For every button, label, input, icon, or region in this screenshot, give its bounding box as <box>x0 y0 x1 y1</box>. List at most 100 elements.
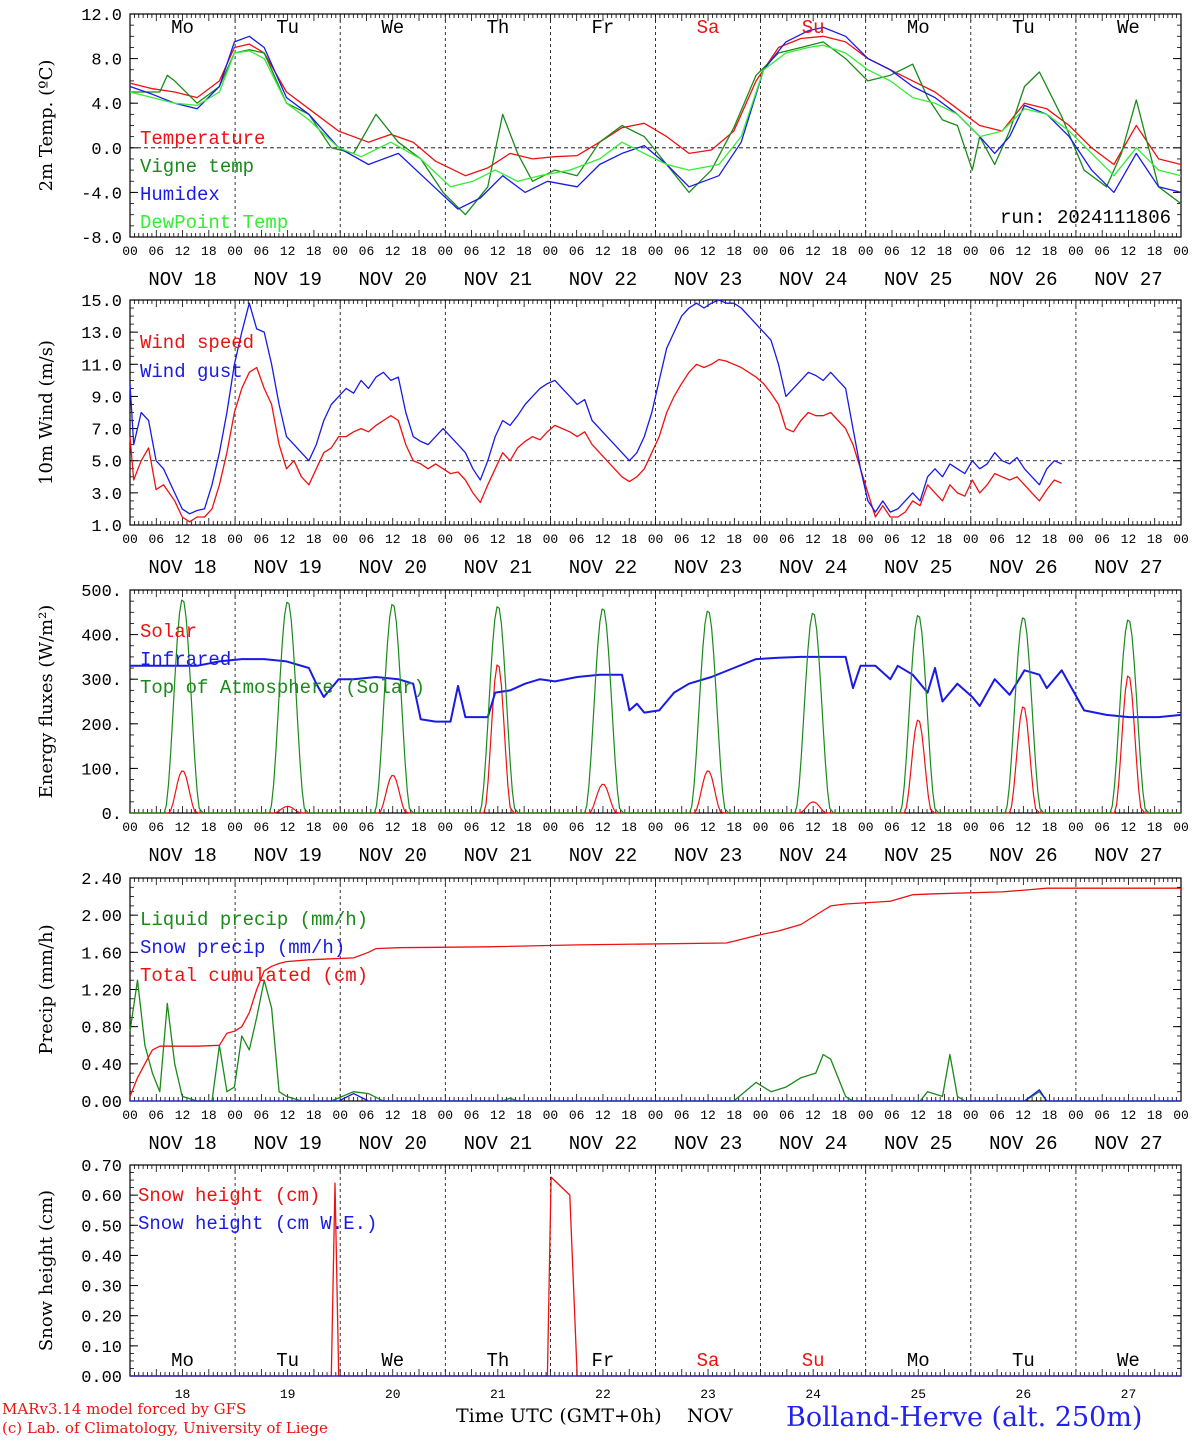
date-label: NOV 20 <box>359 557 427 579</box>
hour-tick-label: 00 <box>332 1108 348 1123</box>
legend-entry: Temperature <box>140 128 265 150</box>
hour-tick-label: 18 <box>1147 532 1163 547</box>
hour-tick-label: 18 <box>621 1108 637 1123</box>
date-label: NOV 23 <box>674 557 742 579</box>
day-name: Mo <box>171 1350 194 1372</box>
day-number: 22 <box>595 1387 611 1402</box>
hour-tick-label: 06 <box>359 244 375 259</box>
hour-tick-label: 00 <box>227 1108 243 1123</box>
hour-tick-label: 18 <box>1042 820 1058 835</box>
legend-entry: Liquid precip (mm/h) <box>140 909 368 931</box>
hour-tick-label: 06 <box>148 1108 164 1123</box>
date-label: NOV 18 <box>148 557 216 579</box>
date-label: NOV 24 <box>779 845 847 867</box>
footer-credit-line: (c) Lab. of Climatology, University of L… <box>2 1419 328 1437</box>
legend-entry: Snow height (cm W.E.) <box>138 1213 377 1235</box>
footer-model-line: MARv3.14 model forced by GFS <box>2 1400 247 1418</box>
hour-tick-label: 12 <box>385 820 401 835</box>
plot-frame <box>129 589 1182 814</box>
hour-tick-label: 00 <box>543 532 559 547</box>
y-tick-label: 4.0 <box>91 96 122 115</box>
hour-tick-label: 12 <box>175 532 191 547</box>
hour-tick-label: 12 <box>1121 244 1137 259</box>
hour-tick-label: 00 <box>963 532 979 547</box>
hour-tick-label: 00 <box>1068 244 1084 259</box>
hour-tick-label: 18 <box>937 820 953 835</box>
hour-tick-label: 06 <box>254 820 270 835</box>
hour-tick-label: 00 <box>437 532 453 547</box>
date-label: NOV 25 <box>884 557 952 579</box>
hour-tick-label: 06 <box>569 820 585 835</box>
hour-tick-label: 00 <box>1068 1108 1084 1123</box>
hour-tick-label: 12 <box>1121 820 1137 835</box>
date-label: NOV 21 <box>464 557 532 579</box>
hour-tick-label: 12 <box>175 244 191 259</box>
hour-tick-label: 18 <box>306 244 322 259</box>
hour-tick-label: 18 <box>1147 244 1163 259</box>
hour-tick-label: 18 <box>411 244 427 259</box>
run-annotation: run: 2024111806 <box>1000 207 1171 229</box>
y-axis-label: 10m Wind (m/s) <box>36 340 57 485</box>
hour-tick-label: 12 <box>490 532 506 547</box>
date-label: NOV 22 <box>569 845 637 867</box>
hour-tick-label: 06 <box>884 532 900 547</box>
hour-tick-label: 18 <box>306 532 322 547</box>
day-number: 25 <box>910 1387 926 1402</box>
y-tick-label: -8.0 <box>81 230 122 249</box>
date-label: NOV 19 <box>253 557 321 579</box>
series-line <box>129 35 1182 177</box>
series-line <box>129 299 1062 515</box>
hour-tick-label: 00 <box>332 532 348 547</box>
hour-tick-label: 18 <box>1042 244 1058 259</box>
day-name: Fr <box>592 17 615 39</box>
day-name: We <box>1117 1350 1140 1372</box>
hour-tick-label: 18 <box>201 532 217 547</box>
hour-tick-label: 00 <box>963 244 979 259</box>
hour-tick-label: 12 <box>595 244 611 259</box>
date-label: NOV 22 <box>569 1133 637 1155</box>
legend-entry: Solar <box>140 621 197 643</box>
hour-tick-label: 12 <box>490 244 506 259</box>
date-label: NOV 27 <box>1094 557 1162 579</box>
hour-tick-label: 18 <box>306 1108 322 1123</box>
legend-entry: Wind gust <box>140 361 243 383</box>
hour-tick-label: 06 <box>989 820 1005 835</box>
date-label: NOV 24 <box>779 557 847 579</box>
hour-tick-label: 12 <box>595 532 611 547</box>
date-label: NOV 22 <box>569 557 637 579</box>
y-tick-label: 0.50 <box>81 1218 122 1237</box>
series-line <box>129 358 1062 523</box>
date-label: NOV 21 <box>464 269 532 291</box>
hour-tick-label: 12 <box>700 532 716 547</box>
series-line <box>130 1089 1181 1102</box>
hour-tick-label: 00 <box>437 820 453 835</box>
hour-tick-label: 12 <box>175 1108 191 1123</box>
date-label: NOV 22 <box>569 269 637 291</box>
hour-tick-label: 00 <box>543 1108 559 1123</box>
hour-tick-label: 06 <box>884 1108 900 1123</box>
date-label: NOV 20 <box>359 845 427 867</box>
hour-tick-label: 12 <box>385 1108 401 1123</box>
legend-entry: Wind speed <box>140 332 254 354</box>
hour-tick-label: 18 <box>621 244 637 259</box>
hour-tick-label: 06 <box>779 532 795 547</box>
day-name: We <box>1117 17 1140 39</box>
hour-tick-label: 12 <box>490 1108 506 1123</box>
hour-tick-label: 06 <box>254 1108 270 1123</box>
series-line <box>129 26 1182 210</box>
day-number: 18 <box>175 1387 191 1402</box>
hour-tick-label: 18 <box>937 1108 953 1123</box>
hour-tick-label: 00 <box>227 820 243 835</box>
hour-tick-label: 06 <box>1094 820 1110 835</box>
hour-tick-label: 00 <box>753 532 769 547</box>
day-name: Mo <box>907 17 930 39</box>
hour-tick-label: 18 <box>201 1108 217 1123</box>
hour-tick-label: 18 <box>411 820 427 835</box>
y-tick-label: 2.40 <box>81 871 122 890</box>
hour-tick-label: 06 <box>989 244 1005 259</box>
hour-tick-label: 06 <box>674 1108 690 1123</box>
hour-tick-label: 06 <box>1094 532 1110 547</box>
y-tick-label: 0.70 <box>81 1158 122 1177</box>
hour-tick-label: 18 <box>832 1108 848 1123</box>
hour-tick-label: 00 <box>858 244 874 259</box>
